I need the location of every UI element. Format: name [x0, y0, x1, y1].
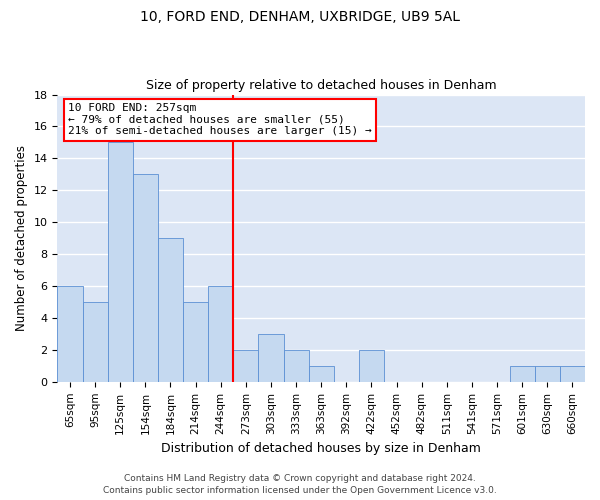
Bar — [233, 350, 259, 382]
Bar — [208, 286, 233, 382]
Bar — [58, 286, 83, 382]
Title: Size of property relative to detached houses in Denham: Size of property relative to detached ho… — [146, 79, 497, 92]
Bar — [535, 366, 560, 382]
Text: Contains HM Land Registry data © Crown copyright and database right 2024.
Contai: Contains HM Land Registry data © Crown c… — [103, 474, 497, 495]
Bar — [308, 366, 334, 382]
Bar — [158, 238, 183, 382]
Bar — [133, 174, 158, 382]
Bar — [183, 302, 208, 382]
Bar — [509, 366, 535, 382]
Bar — [560, 366, 585, 382]
Bar — [107, 142, 133, 382]
Bar — [284, 350, 308, 382]
Text: 10, FORD END, DENHAM, UXBRIDGE, UB9 5AL: 10, FORD END, DENHAM, UXBRIDGE, UB9 5AL — [140, 10, 460, 24]
Y-axis label: Number of detached properties: Number of detached properties — [15, 145, 28, 331]
Text: 10 FORD END: 257sqm
← 79% of detached houses are smaller (55)
21% of semi-detach: 10 FORD END: 257sqm ← 79% of detached ho… — [68, 103, 372, 136]
X-axis label: Distribution of detached houses by size in Denham: Distribution of detached houses by size … — [161, 442, 481, 455]
Bar — [259, 334, 284, 382]
Bar — [83, 302, 107, 382]
Bar — [359, 350, 384, 382]
